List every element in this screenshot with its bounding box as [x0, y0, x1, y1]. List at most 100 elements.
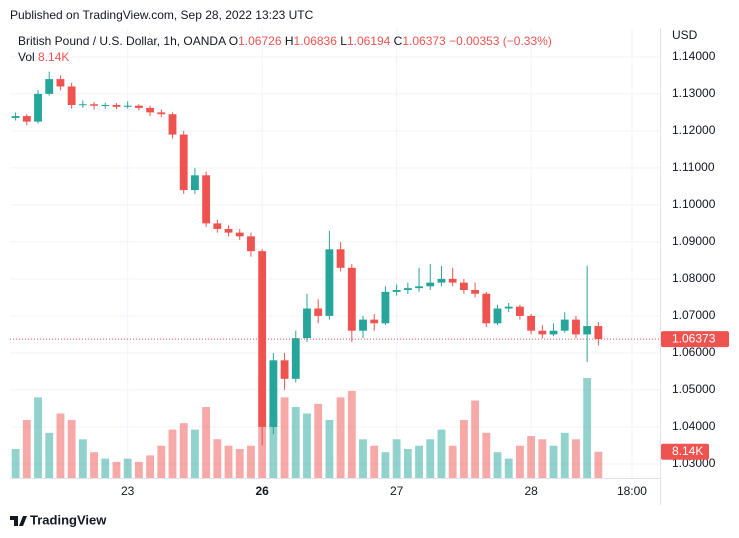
- legend: British Pound / U.S. Dollar, 1h, OANDA O…: [18, 34, 552, 48]
- volume-bar: [504, 458, 513, 478]
- volume-bar: [527, 436, 536, 478]
- candle-body: [213, 223, 222, 229]
- close-value: 1.06373: [402, 34, 446, 48]
- volume-bar: [78, 439, 87, 478]
- currency: USD: [672, 28, 698, 42]
- volume-bar: [415, 445, 423, 478]
- candle-body: [448, 278, 457, 283]
- volume-label: 8.14K: [672, 444, 703, 458]
- candle-body: [572, 319, 580, 335]
- candle-body: [101, 104, 110, 106]
- candle-body: [314, 308, 323, 316]
- candle-body: [336, 249, 345, 268]
- volume-bar: [471, 400, 480, 478]
- l-label: L: [340, 34, 347, 48]
- last-price-box: [661, 331, 729, 348]
- volume-bar: [538, 439, 547, 478]
- h-label: H: [284, 34, 294, 48]
- candle-body: [269, 360, 278, 427]
- candle-body: [157, 112, 166, 115]
- volume-bar: [583, 378, 592, 478]
- candle-body: [291, 338, 300, 379]
- candle-body: [146, 107, 155, 113]
- candle-body: [538, 330, 547, 335]
- volume-bar: [235, 448, 244, 478]
- volume-bar: [314, 403, 323, 478]
- c-label: C: [393, 34, 403, 48]
- high-value: 1.06836: [293, 34, 337, 48]
- candle-body: [280, 360, 289, 379]
- x-tick-label: 18:00: [617, 484, 647, 498]
- volume-bar: [437, 429, 446, 478]
- y-tick-label: 1.13000: [672, 86, 716, 100]
- candle-body: [359, 319, 367, 331]
- y-tick-label: 1.14000: [672, 49, 716, 63]
- symbol: British Pound / U.S. Dollar, 1h, OANDA: [18, 34, 226, 48]
- candle-body: [527, 315, 536, 331]
- candle-body: [168, 114, 177, 135]
- y-tick-label: 1.05000: [672, 382, 716, 396]
- volume-bar: [11, 448, 20, 478]
- candle-body: [78, 104, 87, 106]
- candle-body: [67, 86, 76, 105]
- y-tick-label: 1.06000: [672, 345, 716, 359]
- volume-bar: [336, 397, 345, 478]
- candle-body: [370, 319, 379, 324]
- x-tick-label: 28: [524, 484, 538, 498]
- logo: [10, 516, 27, 526]
- candle-body: [224, 228, 233, 233]
- candle-body: [134, 105, 143, 108]
- candle-body: [482, 293, 491, 324]
- y-tick-label: 1.11000: [672, 160, 715, 174]
- candle-body: [34, 93, 42, 122]
- open-value: 1.06726: [238, 34, 282, 48]
- volume-bar: [325, 419, 334, 478]
- volume-bar: [168, 429, 177, 478]
- volume-bar: [101, 458, 110, 478]
- y-tick-label: 1.07000: [672, 308, 716, 322]
- volume-bar: [549, 445, 558, 478]
- volume-bar: [515, 445, 524, 478]
- volume-bar: [392, 439, 401, 478]
- volume-bar: [202, 407, 211, 478]
- volume-bar: [179, 423, 188, 478]
- candle-body: [202, 175, 211, 224]
- x-tick-label: 26: [255, 484, 269, 498]
- volume-bar: [381, 452, 390, 478]
- candle-body: [493, 308, 502, 324]
- volume-bar: [269, 413, 278, 478]
- candle-body: [235, 232, 244, 237]
- volume-bar: [448, 445, 457, 478]
- low-value: 1.06194: [346, 34, 391, 48]
- x-tick-label: 27: [390, 484, 404, 498]
- footer-brand: TradingView: [30, 512, 107, 527]
- volume-bar: [22, 419, 31, 478]
- candle-body: [549, 330, 558, 335]
- candle-body: [415, 286, 423, 289]
- volume-bar: [146, 455, 155, 478]
- volume-bar: [56, 413, 65, 478]
- candle-body: [179, 134, 188, 191]
- candle-body: [515, 306, 524, 316]
- volume-bar: [482, 432, 491, 478]
- volume-bar: [247, 445, 255, 478]
- volume-bar: [224, 445, 233, 478]
- y-tick-label: 1.08000: [672, 271, 716, 285]
- volume-bar: [213, 439, 222, 478]
- candle-body: [112, 104, 121, 107]
- volume-bar: [459, 419, 468, 478]
- candle-body: [471, 290, 480, 294]
- volume-bar: [370, 445, 379, 478]
- candle-body: [22, 116, 31, 122]
- volume-bar: [123, 458, 132, 478]
- candle-body: [247, 236, 255, 252]
- candle-body: [426, 282, 435, 287]
- y-tick-label: 1.09000: [672, 234, 716, 248]
- volume-bar: [493, 452, 502, 478]
- volume-bar: [594, 451, 603, 478]
- x-tick-label: 23: [121, 484, 135, 498]
- volume-bar: [572, 439, 580, 478]
